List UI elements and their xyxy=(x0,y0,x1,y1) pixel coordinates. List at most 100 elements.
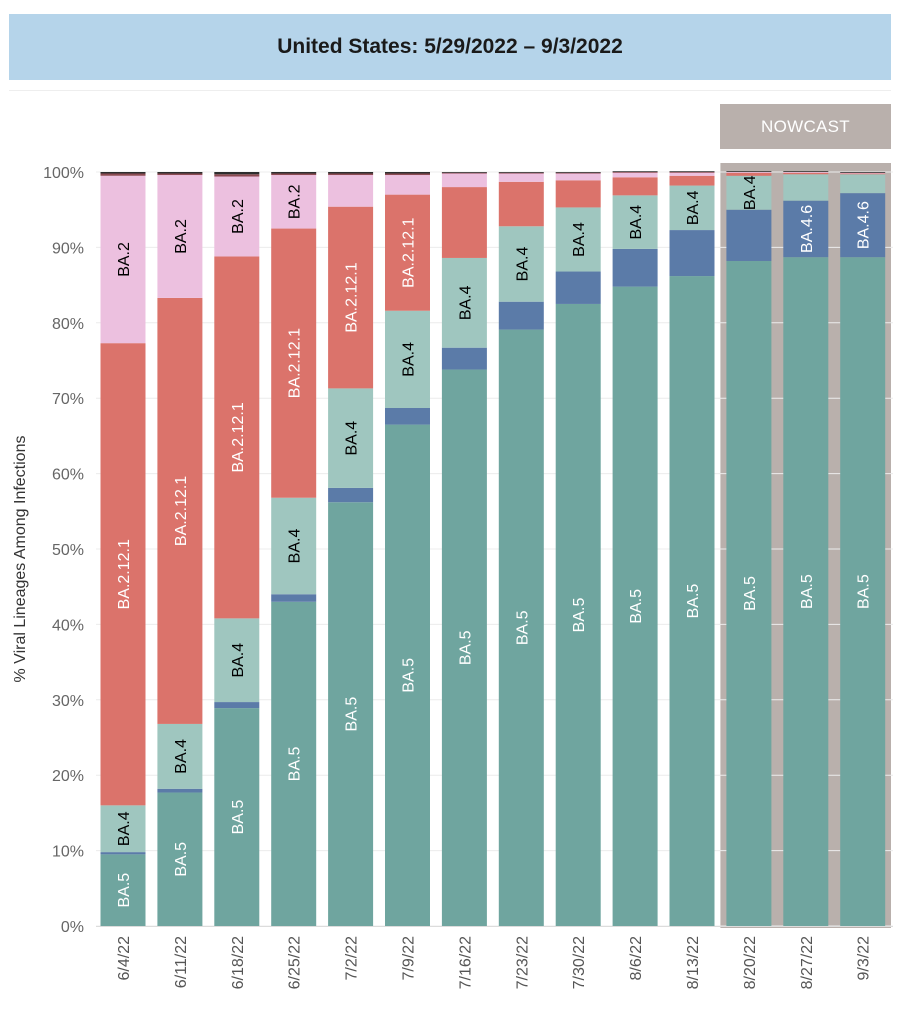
bar-segment xyxy=(157,723,203,789)
x-tick-label: 7/16/22 xyxy=(457,936,474,989)
bar-segment-label: BA.5 xyxy=(173,842,190,877)
bar-segment xyxy=(214,256,260,619)
bar-segment xyxy=(441,172,487,173)
x-tick-label: 6/4/22 xyxy=(116,936,133,981)
bar-segment xyxy=(157,297,203,724)
x-tick-label: 8/27/22 xyxy=(799,936,816,989)
bar-segment xyxy=(100,343,146,806)
x-tick-label: 6/18/22 xyxy=(230,936,247,989)
bar-segment xyxy=(555,271,601,304)
bar-segment-label: BA.2.12.1 xyxy=(173,476,190,546)
bar-segment-label: BA.4 xyxy=(685,190,702,225)
bar-segment-label: BA.5 xyxy=(116,873,133,908)
bar-segment xyxy=(100,173,146,176)
bar-segment xyxy=(157,788,203,793)
bar-segment xyxy=(612,177,658,196)
bar-segment xyxy=(100,175,146,344)
bar-segment-label: BA.4 xyxy=(401,342,418,377)
bar-segment xyxy=(612,195,658,249)
bar-segment xyxy=(726,175,772,210)
x-tick-label: 8/6/22 xyxy=(628,936,645,981)
bar-segment xyxy=(612,172,658,173)
y-tick-label: 30% xyxy=(52,693,84,710)
bar-segment xyxy=(271,228,317,498)
bar-segment xyxy=(441,172,487,174)
x-tick-label: 6/11/22 xyxy=(173,936,190,988)
bar-segment xyxy=(328,173,374,176)
bar-segment xyxy=(555,172,601,173)
bar-segment xyxy=(498,172,544,174)
x-tick-label: 8/20/22 xyxy=(742,936,759,989)
bar-segment xyxy=(498,301,544,330)
bar-segment-label: BA.2.12.1 xyxy=(401,217,418,287)
bar-segment xyxy=(669,171,715,172)
bar-segment xyxy=(214,618,260,703)
bar-segment xyxy=(214,176,260,257)
y-tick-label: 0% xyxy=(61,919,84,936)
bar-segment-label: BA.2.12.1 xyxy=(116,539,133,609)
bar-segment xyxy=(555,172,601,174)
bar-segment xyxy=(726,172,772,176)
bar-segment xyxy=(555,207,601,272)
nowcast-badge: NOWCAST xyxy=(720,104,891,149)
bar-segment xyxy=(157,173,203,176)
bar-segment xyxy=(385,424,430,926)
bar-segment xyxy=(385,172,430,174)
bar-segment xyxy=(441,347,487,370)
bar-segment-label: BA.5 xyxy=(514,610,531,645)
bar-segment-label: BA.4 xyxy=(571,222,588,257)
x-tick-label: 7/2/22 xyxy=(344,936,361,981)
bar-segment xyxy=(555,303,601,926)
bar-segment xyxy=(840,172,886,173)
bar-segment-label: BA.4 xyxy=(742,175,759,210)
bar-segment-label: BA.4 xyxy=(344,421,361,456)
bar-segment xyxy=(783,200,829,258)
bar-segment xyxy=(783,171,829,172)
bar-segment-label: BA.4.6 xyxy=(856,201,873,249)
bar-segment xyxy=(328,175,374,207)
bar-segment xyxy=(669,276,715,926)
bar-segment-label: BA.5 xyxy=(799,574,816,609)
bar-segment xyxy=(783,172,829,175)
bar-segment-label: BA.5 xyxy=(742,576,759,611)
bar-segment-label: BA.2 xyxy=(173,219,190,254)
bar-segment xyxy=(328,172,374,174)
bar-segment xyxy=(669,172,715,173)
bar-segment xyxy=(441,187,487,258)
bar-segment xyxy=(498,226,544,302)
bar-segment xyxy=(840,193,886,258)
bar-segment xyxy=(669,175,715,186)
bar-segment-label: BA.2.12.1 xyxy=(344,262,361,332)
bar-segment-label: BA.4 xyxy=(514,247,531,282)
bar-segment xyxy=(271,175,317,229)
bar-segment xyxy=(214,174,260,177)
bar-segment xyxy=(498,173,544,182)
bar-segment xyxy=(726,171,772,172)
bar-segment-label: BA.4 xyxy=(628,205,645,240)
y-tick-label: 100% xyxy=(43,165,84,182)
bar-segment xyxy=(328,487,374,503)
bar-segment xyxy=(214,172,260,175)
bar-segment xyxy=(726,260,772,926)
title-divider xyxy=(9,90,891,91)
y-tick-label: 80% xyxy=(52,316,84,333)
bar-segment xyxy=(100,854,146,926)
bar-segment-label: BA.5 xyxy=(401,658,418,693)
bar-segment-label: BA.5 xyxy=(230,800,247,835)
bar-segment xyxy=(498,181,544,227)
y-tick-label: 50% xyxy=(52,542,84,559)
bar-segment-label: BA.4 xyxy=(173,739,190,774)
bar-segment xyxy=(612,171,658,172)
bar-segment xyxy=(385,175,430,195)
bar-segment xyxy=(783,257,829,926)
x-tick-label: 9/3/22 xyxy=(856,936,873,981)
y-tick-label: 60% xyxy=(52,467,84,484)
chart-title: United States: 5/29/2022 – 9/3/2022 xyxy=(277,35,623,58)
bar-segment xyxy=(328,206,374,389)
bar-segment-label: BA.5 xyxy=(344,697,361,732)
bar-segment xyxy=(271,172,317,174)
y-tick-label: 90% xyxy=(52,240,84,257)
bar-segment xyxy=(669,185,715,231)
bar-segment xyxy=(555,173,601,181)
bar-segment-label: BA.5 xyxy=(457,630,474,665)
